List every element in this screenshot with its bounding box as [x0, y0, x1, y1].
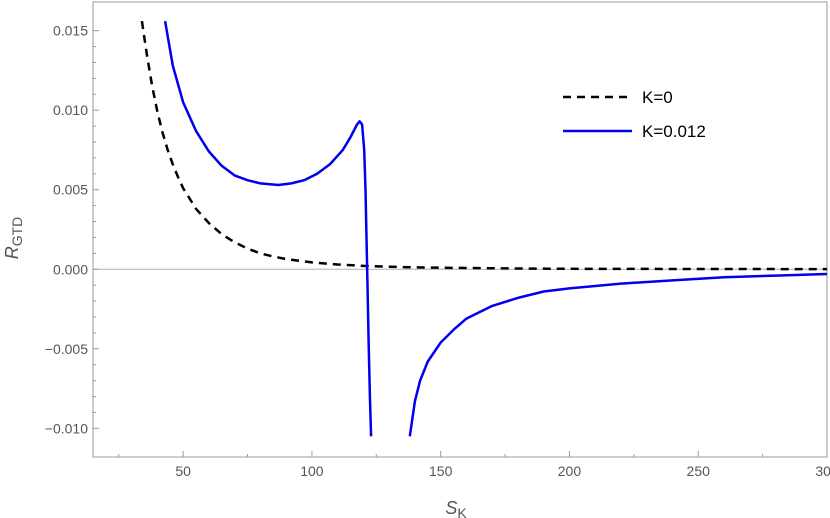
y-tick-label: 0.005	[53, 182, 88, 198]
series-line-k0012-seg1	[408, 272, 828, 437]
series-lines	[140, 20, 828, 437]
x-ticks: 50 100 150 200 250 300	[118, 451, 830, 479]
x-tick-label: 300	[815, 463, 830, 479]
y-axis-title: RGTD	[2, 217, 25, 260]
x-tick-label: 100	[300, 463, 324, 479]
series-line-k0-seg0	[140, 20, 828, 271]
x-tick-label: 50	[175, 463, 191, 479]
legend: K=0 K=0.012	[563, 88, 706, 141]
x-axis-title: SK	[445, 498, 467, 518]
y-tick-label: 0.010	[53, 102, 88, 118]
y-tick-label: 0.015	[53, 23, 88, 39]
y-tick-label: −0.010	[45, 420, 88, 436]
x-tick-label: 250	[687, 463, 711, 479]
legend-label-k0012: K=0.012	[642, 122, 706, 141]
series-line-k0012-seg0	[163, 20, 373, 437]
x-tick-label: 150	[429, 463, 453, 479]
legend-label-k0: K=0	[642, 88, 673, 107]
y-ticks: −0.010 −0.005 0.000 0.005 0.010 0.015	[45, 23, 99, 436]
y-tick-label: −0.005	[45, 341, 88, 357]
y-tick-label: 0.000	[53, 261, 88, 277]
plot-frame	[92, 1, 828, 458]
x-tick-label: 200	[558, 463, 582, 479]
